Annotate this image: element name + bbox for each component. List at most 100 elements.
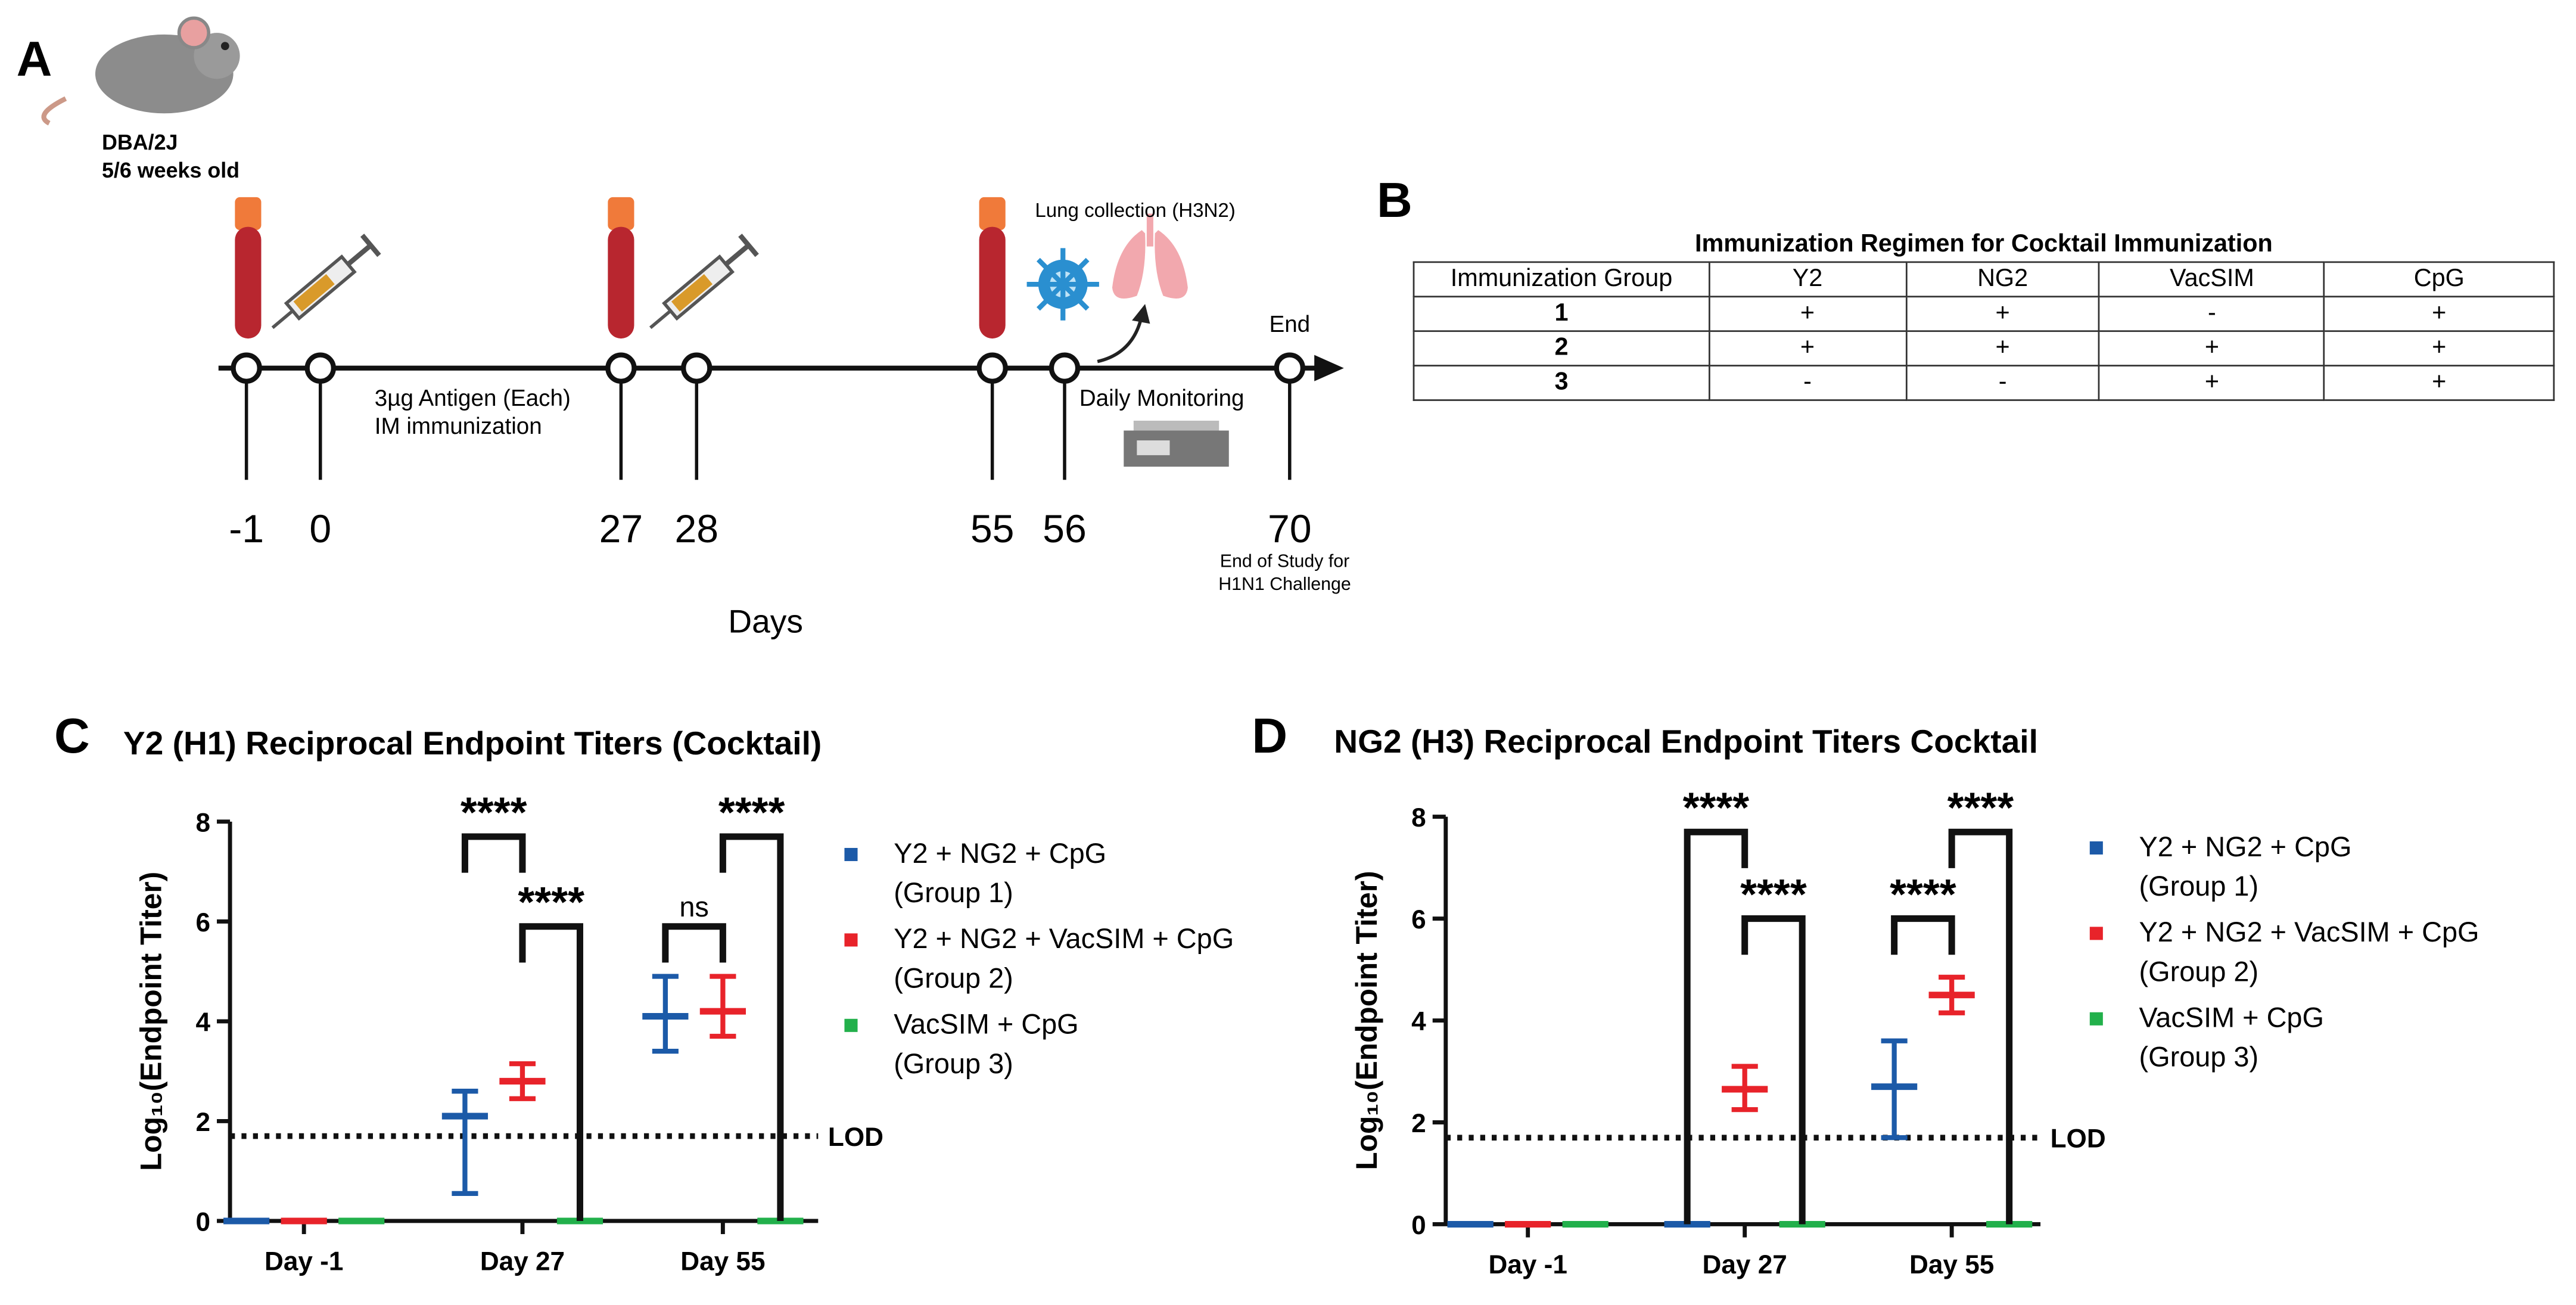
table: Immunization Group Y2 NG2 VacSIM CpG 1 + + - +2 + +…	[1413, 261, 2555, 401]
table-cell: 3	[1413, 365, 1710, 401]
table-cell: +	[1905, 296, 2101, 333]
day-label: 27	[599, 507, 643, 551]
table-cell: +	[2323, 296, 2555, 333]
day-label: 55	[970, 507, 1015, 551]
day-label: 70	[1268, 507, 1312, 551]
table-title: Immunization Regimen for Cocktail Immuni…	[1694, 230, 2273, 258]
x-tick-label: Day 27	[480, 1247, 565, 1276]
reference-label: LOD	[828, 1123, 883, 1152]
day-label: 0	[309, 507, 331, 551]
blood-tube	[979, 197, 1006, 339]
legend-label: Y2 + NG2 + VacSIM + CpG (Group 2)	[2139, 916, 2487, 987]
table-cell: 2	[1413, 330, 1710, 366]
legend-line: VacSIM + CpG	[894, 1009, 1086, 1040]
panel-label: D	[1252, 708, 1287, 763]
table-cell: +	[2098, 330, 2326, 366]
arrow	[1097, 315, 1144, 363]
table-row: 3- - + +	[1413, 365, 2555, 401]
table-row: Immunization Group Y2 NG2 VacSIM CpG	[1413, 261, 2555, 298]
chart-title: Y2 (H1) Reciprocal Endpoint Titers (Cock…	[123, 725, 822, 762]
significance-label: ****	[1683, 784, 1750, 832]
legend-marker	[844, 1018, 858, 1032]
significance-label: ns	[679, 891, 709, 922]
table-row: 2 + + + +	[1413, 330, 2555, 366]
legend-line: (Group 1)	[894, 877, 1013, 908]
y-tick-label: 0	[195, 1208, 210, 1237]
x-tick-label: Day 55	[1909, 1250, 1994, 1279]
table-cell: +	[2098, 365, 2326, 401]
lungs-icon	[1112, 213, 1188, 299]
annotation: H1N1 Challenge	[1218, 574, 1351, 594]
x-tick-label: Day -1	[265, 1247, 343, 1276]
header-cell: Y2	[1708, 261, 1907, 298]
panel-label: A	[17, 31, 52, 86]
header-cell: NG2	[1905, 261, 2101, 298]
significance-label: ****	[461, 788, 527, 836]
timeline-point	[304, 352, 336, 384]
virus-icon	[1026, 248, 1099, 321]
timeline-points: -1 0 27 28 55 56 70	[229, 352, 1312, 551]
blood-tube	[235, 197, 262, 339]
timeline-point	[605, 352, 637, 384]
annotation: End of Study for	[1220, 551, 1349, 571]
table-cell: +	[2323, 330, 2555, 366]
significance-bracket	[519, 923, 583, 1221]
table-cell: -	[2098, 296, 2326, 333]
legend-line: (Group 2)	[894, 962, 1013, 993]
mouse-icon	[41, 16, 240, 126]
table-cell: -	[1708, 365, 1907, 401]
timeline-point	[681, 352, 713, 384]
annotation: End	[1269, 312, 1310, 337]
legend-label: Y2 + NG2 + CpG (Group 1)	[2139, 831, 2360, 902]
table-cell: +	[1708, 296, 1907, 333]
annotation: 3µg Antigen (Each)	[375, 386, 571, 411]
legend-label: Y2 + NG2 + VacSIM + CpG (Group 2)	[894, 923, 1242, 993]
significance-bracket	[1741, 915, 1806, 1225]
header-cell: VacSIM	[2098, 261, 2326, 298]
significance-bracket	[719, 833, 784, 1221]
legend-line: (Group 2)	[2139, 956, 2259, 987]
legend-marker	[844, 847, 858, 862]
y-axis-label: Log₁₀(Endpoint Titer)	[1350, 871, 1383, 1170]
significance-label: ****	[1947, 784, 2014, 832]
x-tick-label: Day 27	[1703, 1250, 1787, 1279]
y-tick-label: 4	[195, 1008, 210, 1037]
y-tick-label: 2	[195, 1108, 210, 1137]
panel-label: B	[1377, 172, 1413, 228]
significance-label: ****	[518, 878, 584, 926]
legend-label: Y2 + NG2 + CpG (Group 1)	[894, 838, 1114, 908]
table-row: 1 + + - +	[1413, 296, 2555, 333]
legend-line: Y2 + NG2 + VacSIM + CpG	[894, 923, 1242, 954]
timeline-point	[1049, 352, 1081, 384]
legend-label: VacSIM + CpG (Group 3)	[894, 1009, 1086, 1079]
timeline-arrow	[1314, 355, 1344, 381]
table-cell: +	[1905, 330, 2101, 366]
legend-line: VacSIM + CpG	[2139, 1002, 2332, 1033]
x-tick-label: Day 55	[680, 1247, 765, 1276]
legend-marker	[2089, 1012, 2103, 1026]
legend-line: Y2 + NG2 + VacSIM + CpG	[2139, 916, 2487, 947]
syringe	[271, 234, 381, 330]
mouse-strain: DBA/2J	[102, 130, 178, 154]
y-tick-label: 6	[195, 908, 210, 937]
legend-line: (Group 3)	[894, 1048, 1013, 1079]
panel-label: C	[54, 708, 90, 763]
scale-icon	[1124, 420, 1229, 467]
legend-line: Y2 + NG2 + CpG	[894, 838, 1114, 869]
timeline-point	[976, 352, 1008, 384]
legend-line: (Group 1)	[2139, 871, 2259, 902]
error-bar	[710, 974, 736, 1039]
y-tick-label: 8	[1411, 803, 1426, 832]
axis-label: Days	[728, 603, 803, 640]
annotation: Lung collection (H3N2)	[1035, 200, 1235, 222]
y-tick-label: 0	[1411, 1211, 1426, 1240]
table-cell: +	[2323, 365, 2555, 401]
mouse-age: 5/6 weeks old	[102, 159, 239, 182]
legend-line: (Group 3)	[2139, 1042, 2259, 1073]
y-axis-label: Log₁₀(Endpoint Titer)	[134, 872, 167, 1171]
table-cell: 1	[1413, 296, 1710, 333]
reference-label: LOD	[2051, 1124, 2106, 1154]
